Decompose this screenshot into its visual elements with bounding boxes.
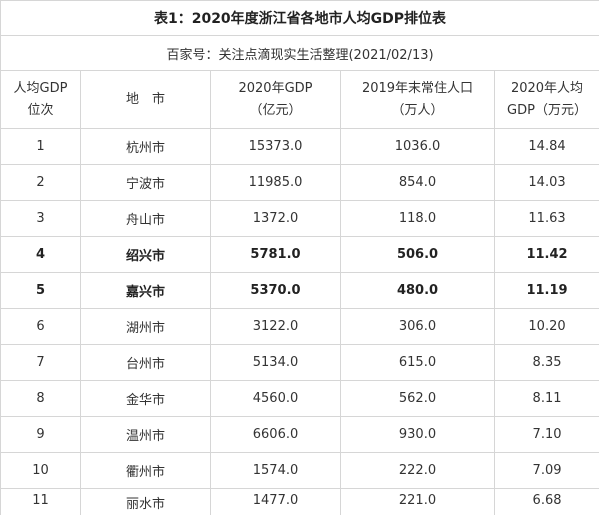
source-row: 百家号：关注点滴现实生活整理(2021/02/13) <box>1 36 599 71</box>
gdp-cell: 5781.0 <box>211 237 341 273</box>
population-cell: 221.0 <box>341 489 495 515</box>
header-gdp: 2020年GDP （亿元） <box>211 71 341 129</box>
gdp-cell: 5134.0 <box>211 345 341 381</box>
city-cell: 丽水市 <box>81 489 211 515</box>
header-population: 2019年末常住人口 （万人） <box>341 71 495 129</box>
per-capita-cell: 11.63 <box>495 201 599 237</box>
table-row: 3 舟山市 1372.0 118.0 11.63 <box>1 201 599 237</box>
table-row: 8 金华市 4560.0 562.0 8.11 <box>1 381 599 417</box>
header-rank-line-1: 人均GDP <box>1 78 80 100</box>
rank-cell: 9 <box>1 417 81 453</box>
per-capita-cell: 8.11 <box>495 381 599 417</box>
population-cell: 1036.0 <box>341 129 495 165</box>
city-cell: 台州市 <box>81 345 211 381</box>
header-per-capita-line-2: GDP（万元） <box>495 100 599 122</box>
per-capita-cell: 14.03 <box>495 165 599 201</box>
table-row: 10 衢州市 1574.0 222.0 7.09 <box>1 453 599 489</box>
table-row: 9 温州市 6606.0 930.0 7.10 <box>1 417 599 453</box>
header-gdp-line-1: 2020年GDP <box>211 78 340 100</box>
gdp-cell: 11985.0 <box>211 165 341 201</box>
table-title: 表1：2020年度浙江省各地市人均GDP排位表 <box>1 1 599 36</box>
population-cell: 506.0 <box>341 237 495 273</box>
gdp-cell: 15373.0 <box>211 129 341 165</box>
header-gdp-line-2: （亿元） <box>211 100 340 122</box>
header-population-line-2: （万人） <box>341 100 494 122</box>
table-row: 6 湖州市 3122.0 306.0 10.20 <box>1 309 599 345</box>
gdp-cell: 5370.0 <box>211 273 341 309</box>
header-per-capita-line-1: 2020年人均 <box>495 78 599 100</box>
rank-cell: 1 <box>1 129 81 165</box>
rank-cell: 11 <box>1 489 81 515</box>
table-row: 11 丽水市 1477.0 221.0 6.68 <box>1 489 599 515</box>
gdp-cell: 4560.0 <box>211 381 341 417</box>
header-row: 人均GDP 位次 地 市 2020年GDP （亿元） 2019年末常住人口 （万… <box>1 71 599 129</box>
header-rank: 人均GDP 位次 <box>1 71 81 129</box>
city-cell: 嘉兴市 <box>81 273 211 309</box>
gdp-cell: 6606.0 <box>211 417 341 453</box>
rank-cell: 5 <box>1 273 81 309</box>
city-cell: 金华市 <box>81 381 211 417</box>
rank-cell: 8 <box>1 381 81 417</box>
city-cell: 杭州市 <box>81 129 211 165</box>
source-note: 百家号：关注点滴现实生活整理(2021/02/13) <box>1 36 599 71</box>
population-cell: 930.0 <box>341 417 495 453</box>
per-capita-cell: 8.35 <box>495 345 599 381</box>
per-capita-cell: 7.09 <box>495 453 599 489</box>
gdp-cell: 1372.0 <box>211 201 341 237</box>
rank-cell: 7 <box>1 345 81 381</box>
table-row: 1 杭州市 15373.0 1036.0 14.84 <box>1 129 599 165</box>
city-cell: 衢州市 <box>81 453 211 489</box>
header-city-line-1: 地 市 <box>81 89 210 111</box>
table-row-highlighted: 4 绍兴市 5781.0 506.0 11.42 <box>1 237 599 273</box>
population-cell: 306.0 <box>341 309 495 345</box>
population-cell: 480.0 <box>341 273 495 309</box>
per-capita-cell: 11.19 <box>495 273 599 309</box>
population-cell: 222.0 <box>341 453 495 489</box>
city-cell: 绍兴市 <box>81 237 211 273</box>
header-per-capita: 2020年人均 GDP（万元） <box>495 71 599 129</box>
per-capita-cell: 7.10 <box>495 417 599 453</box>
rank-cell: 3 <box>1 201 81 237</box>
per-capita-cell: 11.42 <box>495 237 599 273</box>
population-cell: 118.0 <box>341 201 495 237</box>
per-capita-cell: 10.20 <box>495 309 599 345</box>
header-population-line-1: 2019年末常住人口 <box>341 78 494 100</box>
city-cell: 湖州市 <box>81 309 211 345</box>
rank-cell: 6 <box>1 309 81 345</box>
rank-cell: 10 <box>1 453 81 489</box>
table-row: 2 宁波市 11985.0 854.0 14.03 <box>1 165 599 201</box>
per-capita-cell: 14.84 <box>495 129 599 165</box>
per-capita-cell: 6.68 <box>495 489 599 515</box>
population-cell: 854.0 <box>341 165 495 201</box>
gdp-cell: 1574.0 <box>211 453 341 489</box>
rank-cell: 4 <box>1 237 81 273</box>
gdp-cell: 1477.0 <box>211 489 341 515</box>
header-city: 地 市 <box>81 71 211 129</box>
rank-cell: 2 <box>1 165 81 201</box>
city-cell: 舟山市 <box>81 201 211 237</box>
header-rank-line-2: 位次 <box>1 100 80 122</box>
table-row-highlighted: 5 嘉兴市 5370.0 480.0 11.19 <box>1 273 599 309</box>
population-cell: 615.0 <box>341 345 495 381</box>
city-cell: 温州市 <box>81 417 211 453</box>
gdp-cell: 3122.0 <box>211 309 341 345</box>
city-cell: 宁波市 <box>81 165 211 201</box>
title-row: 表1：2020年度浙江省各地市人均GDP排位表 <box>1 1 599 36</box>
table-row: 7 台州市 5134.0 615.0 8.35 <box>1 345 599 381</box>
population-cell: 562.0 <box>341 381 495 417</box>
